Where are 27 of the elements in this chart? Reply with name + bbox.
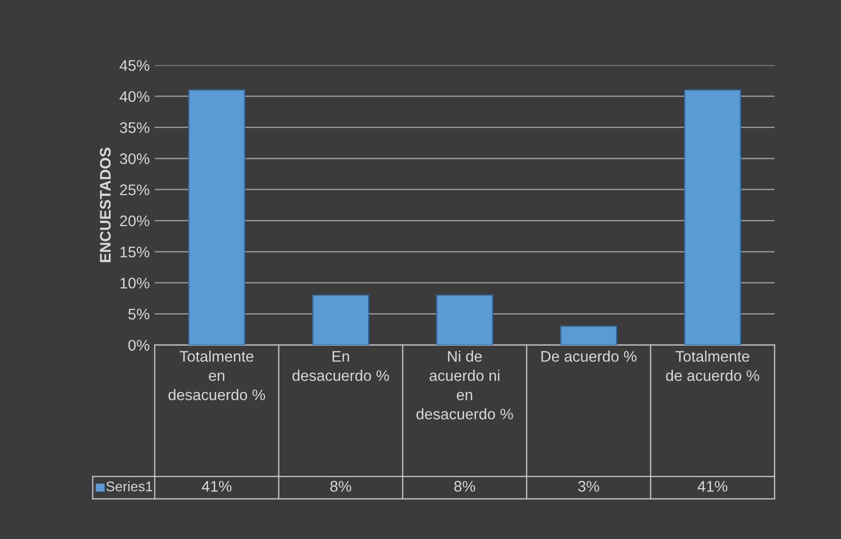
y-tick-label: 30% (120, 153, 150, 164)
bar (188, 90, 246, 345)
x-tick-label: Totalmente en desacuerdo % (168, 350, 266, 400)
y-tick-label: 45% (120, 60, 150, 71)
x-tick-label: Totalmente de acuerdo % (666, 350, 760, 381)
y-tick-label: 0% (128, 340, 150, 351)
x-tick-label: De acuerdo % (541, 350, 636, 362)
bar (560, 326, 618, 345)
data-label: 3% (578, 480, 600, 492)
bar (684, 90, 742, 345)
legend-label: Series1 (106, 481, 152, 492)
y-axis-title: ENCUESTADOS (100, 148, 111, 262)
y-tick-label: 35% (120, 122, 150, 134)
x-tick-label: En desacuerdo % (292, 351, 389, 381)
x-tick-label: Ni de acuerdo ni en desacuerdo % (416, 350, 513, 420)
y-tick-label: 15% (120, 246, 150, 258)
y-tick-label: 40% (120, 91, 150, 102)
data-label: 41% (698, 480, 728, 492)
y-tick-label: 10% (120, 278, 150, 288)
y-tick-label: 25% (120, 184, 150, 196)
data-label: 41% (202, 480, 232, 492)
y-tick-label: 20% (120, 216, 150, 226)
bar (312, 294, 370, 345)
y-tick-label: 5% (128, 308, 150, 320)
data-label: 8% (454, 480, 476, 492)
data-label: 8% (330, 480, 352, 492)
bar (436, 294, 494, 345)
